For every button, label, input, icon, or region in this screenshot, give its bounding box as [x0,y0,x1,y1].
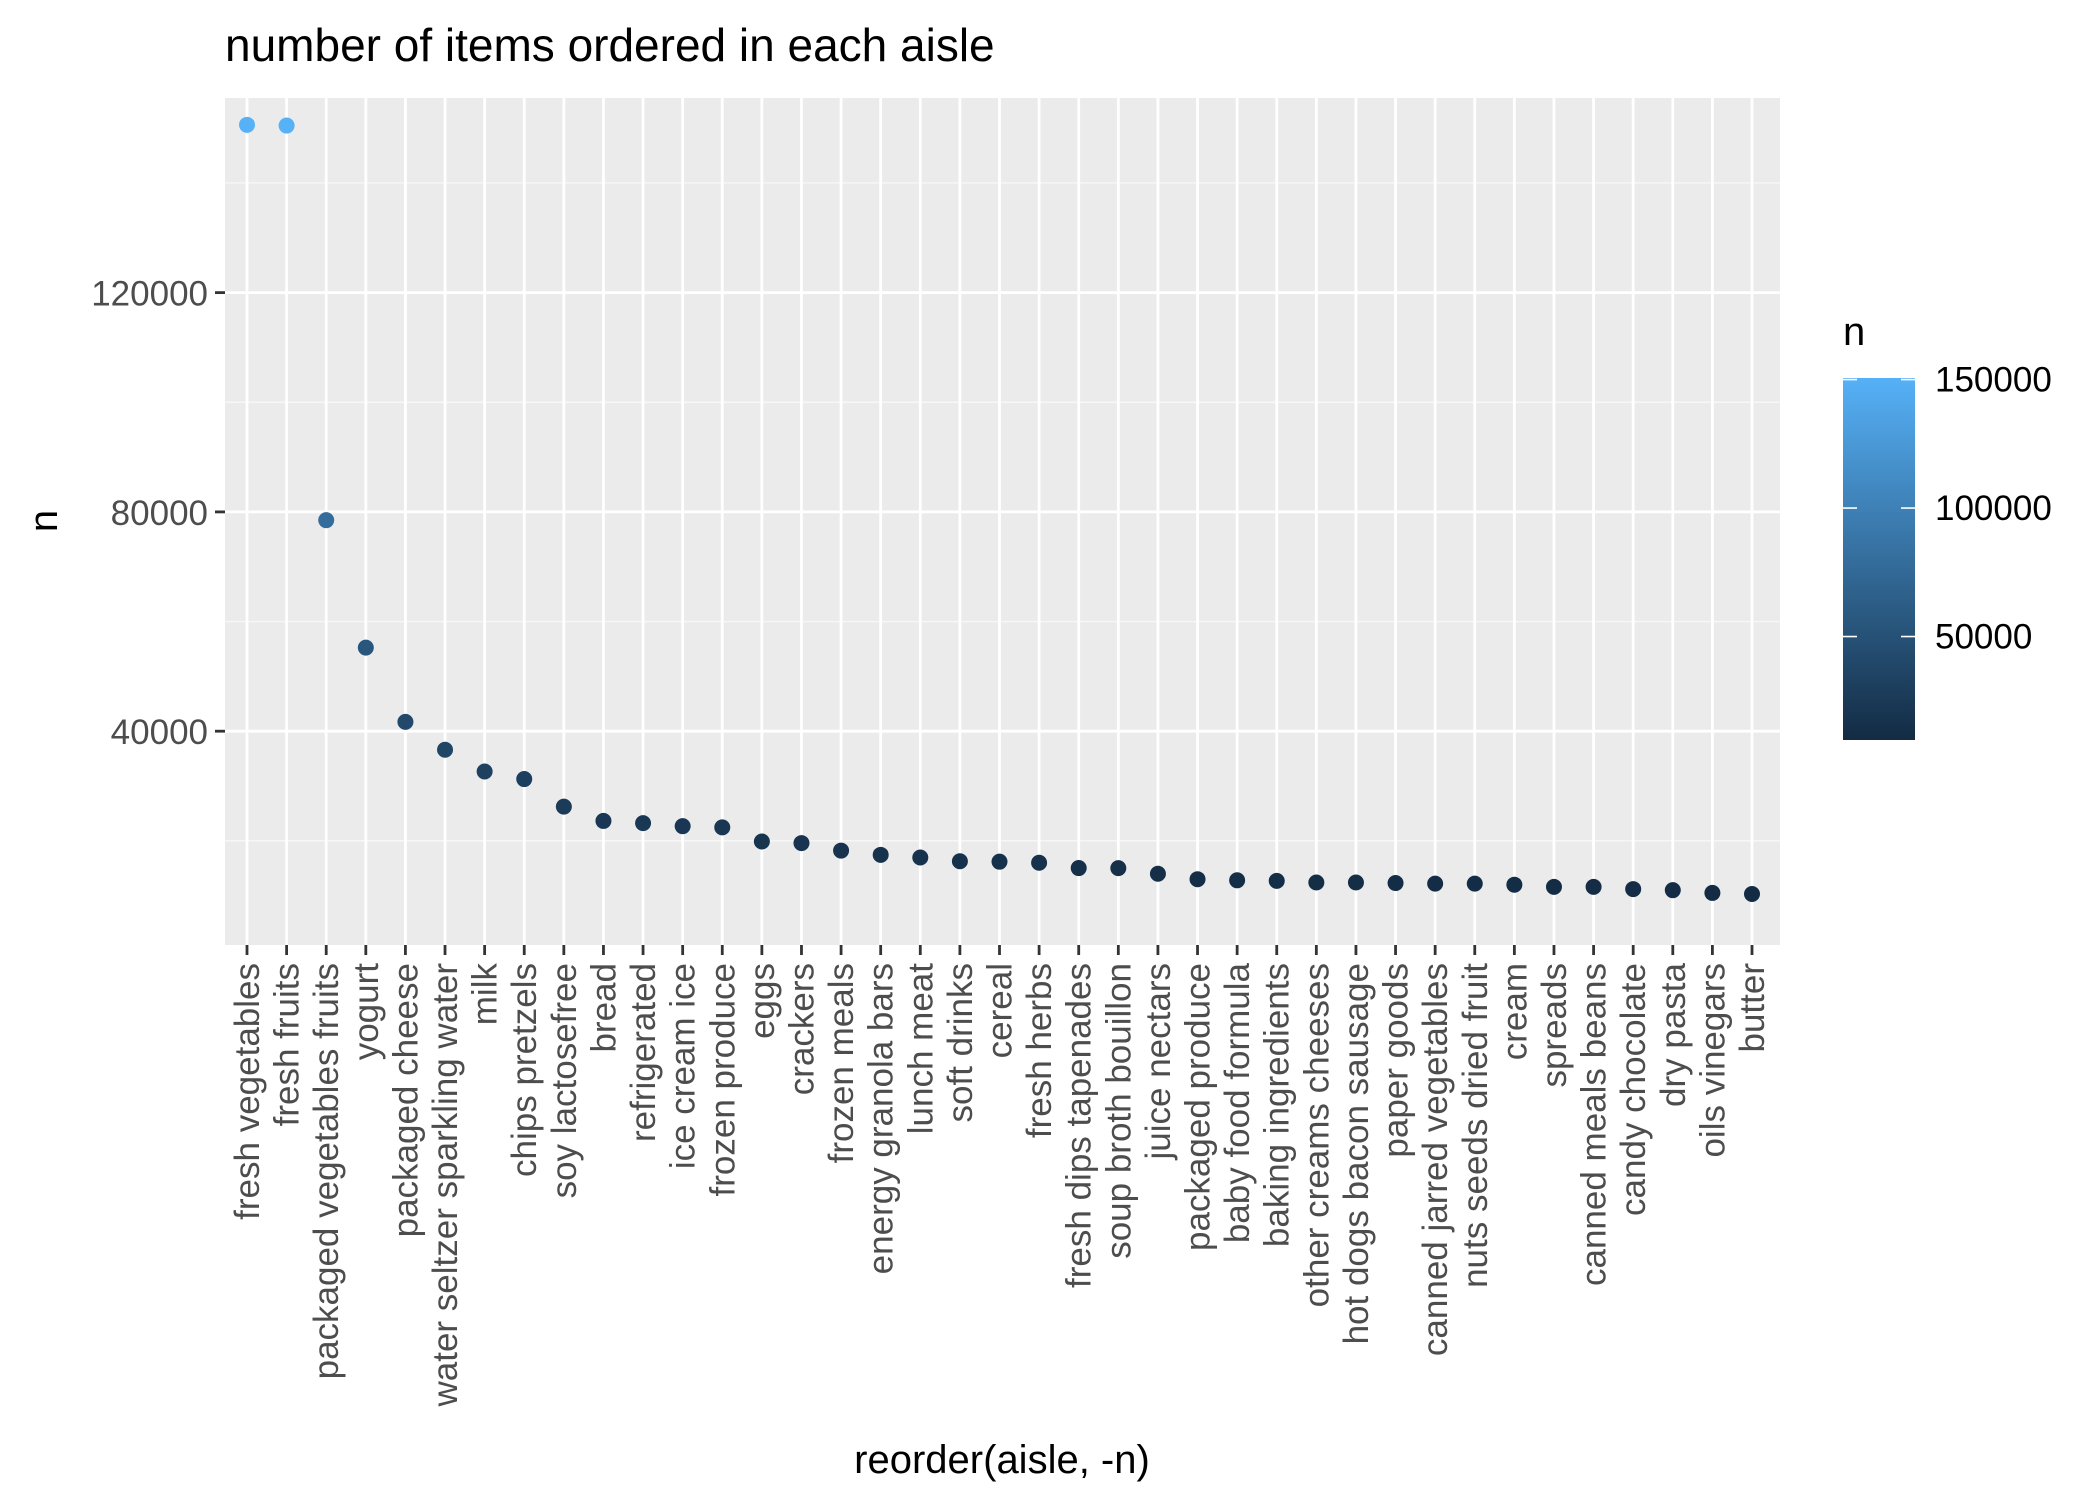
x-tick-label: energy granola bars [862,963,901,1274]
x-tick-label: juice nectars [1139,963,1178,1160]
data-point [674,818,691,835]
x-tick-label: frozen produce [703,963,742,1196]
x-tick-label: other creams cheeses [1297,963,1336,1307]
y-tick-label: 80000 [111,494,208,533]
data-point [1308,874,1325,891]
legend-tick-label: 150000 [1935,361,2052,400]
data-point [1347,874,1364,891]
x-tick-label: eggs [743,963,782,1039]
data-point [1545,878,1562,895]
grid-lines [225,98,1780,945]
x-tick-label: oils vinegars [1693,963,1732,1158]
data-point [1744,886,1760,903]
legend-ticks: 50000 100000 150000 [1843,361,2052,657]
data-point [753,833,770,850]
data-point [1149,865,1166,882]
data-point [357,639,374,656]
x-tick-label: baking ingredients [1258,963,1297,1247]
y-tick-label: 120000 [91,275,208,314]
data-point [714,819,731,836]
x-tick-label: lunch meat [901,963,940,1134]
axis-ticks [215,291,1754,955]
x-tick-label: fresh herbs [1020,963,1059,1138]
x-tick-label: baby food formula [1218,962,1257,1243]
chart-title: number of items ordered in each aisle [225,19,995,71]
x-tick-label: spreads [1535,963,1574,1088]
data-point [1427,875,1444,892]
y-tick-labels: 40000 80000 120000 [91,275,208,753]
data-point [1070,860,1087,877]
data-point [1189,871,1206,888]
x-tick-label: candy chocolate [1614,963,1653,1216]
x-tick-label: milk [466,963,505,1026]
data-point [239,116,255,133]
data-point [1625,881,1642,898]
data-point [912,849,929,866]
x-tick-label: paper goods [1377,963,1416,1158]
x-tick-label: chips pretzels [505,963,544,1177]
data-points [239,116,1760,903]
data-point [476,763,493,780]
legend-tick-label: 50000 [1935,618,2032,657]
data-point [1585,878,1602,895]
data-point [437,741,454,758]
legend-tick-label: 100000 [1935,489,2052,528]
data-point [595,812,612,829]
x-tick-label: fresh fruits [268,963,307,1126]
plot-panel [225,98,1780,945]
x-tick-label: bread [584,963,623,1053]
data-point [833,842,850,859]
x-tick-label: dry pasta [1654,962,1693,1106]
x-tick-label: canned jarred vegetables [1416,963,1455,1356]
x-tick-label: packaged vegetables fruits [307,963,346,1379]
x-tick-label: hot dogs bacon sausage [1337,963,1376,1344]
x-tick-label: canned meals beans [1575,963,1614,1286]
data-point [1466,875,1483,892]
data-point [1704,884,1721,901]
data-point [1664,882,1681,899]
data-point [1387,875,1404,892]
data-point [555,798,572,815]
x-tick-label: soup broth bouillon [1099,963,1138,1259]
x-tick-label: cereal [981,963,1020,1058]
data-point [991,853,1008,870]
x-tick-label: water seltzer sparkling water [426,963,465,1408]
x-axis-title: reorder(aisle, -n) [854,1438,1150,1482]
x-tick-label: soft drinks [941,963,980,1123]
data-point [1031,854,1048,871]
data-point [872,846,889,863]
x-tick-label: fresh dips tapenades [1060,963,1099,1288]
x-tick-label: fresh vegetables [228,963,267,1220]
x-tick-labels: fresh vegetables fresh fruits packaged veg… [228,962,1772,1407]
data-point [1110,860,1127,877]
data-point [516,771,533,788]
data-point [278,117,295,134]
data-point [318,512,335,529]
data-point [1229,872,1246,889]
x-tick-label: packaged produce [1179,963,1218,1251]
x-tick-label: yogurt [347,963,386,1061]
y-axis-title: n [22,510,66,532]
legend: n 50000 100000 150000 [1843,310,2052,740]
x-tick-label: nuts seeds dried fruit [1456,963,1495,1288]
y-tick-label: 40000 [111,713,208,752]
data-point [793,835,810,852]
data-point [1268,872,1285,889]
x-tick-label: soy lactosefree [545,963,584,1198]
x-tick-label: crackers [782,963,821,1095]
legend-colorbar [1843,378,1915,740]
legend-title: n [1843,310,1865,354]
data-point [397,713,414,730]
data-point [1506,876,1523,893]
x-tick-label: cream [1495,963,1534,1060]
data-point [635,815,652,832]
x-tick-label: butter [1733,963,1772,1053]
x-tick-label: packaged cheese [386,963,425,1237]
x-tick-label: refrigerated [624,963,663,1142]
x-tick-label: frozen meals [822,963,861,1163]
data-point [951,853,968,870]
x-tick-label: ice cream ice [664,963,703,1169]
